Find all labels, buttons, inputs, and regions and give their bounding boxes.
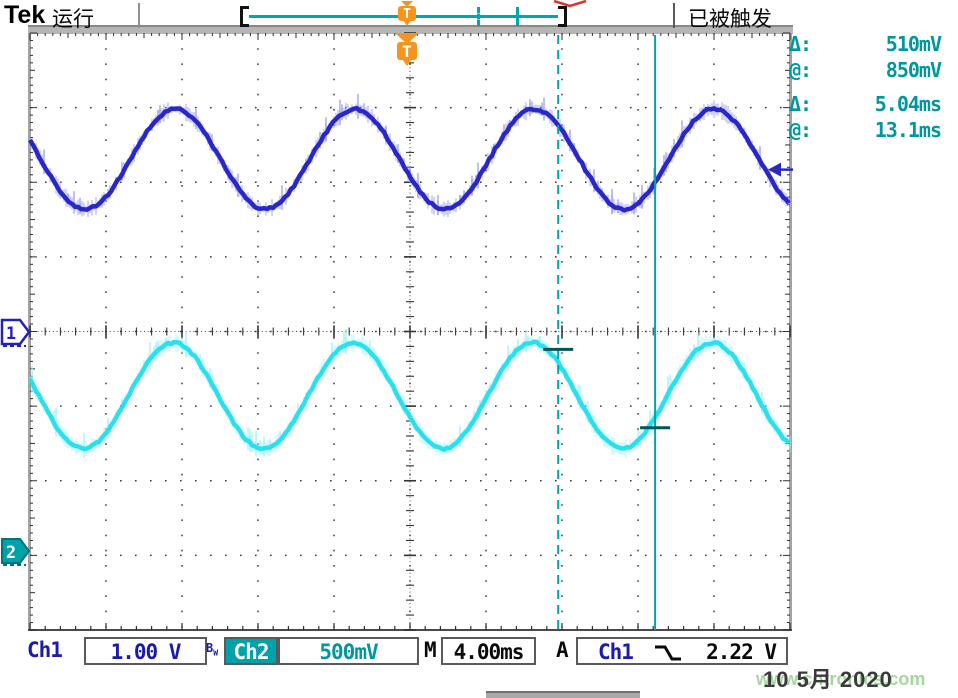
trigger-level-arrow-icon[interactable] xyxy=(768,162,781,177)
delta-icon: Δ: xyxy=(789,92,812,116)
graticule-top-bar xyxy=(28,26,793,34)
svg-text:1: 1 xyxy=(6,324,16,344)
trigger-status: 已被触发 xyxy=(688,8,772,31)
trigger-position-flag-record-icon[interactable]: T xyxy=(395,0,419,28)
trigger-source: Ch1 xyxy=(598,640,634,664)
at-icon: @: xyxy=(789,118,812,142)
falling-edge-icon xyxy=(655,645,681,661)
header-divider-2 xyxy=(673,3,675,28)
record-view-left-bracket xyxy=(240,6,249,27)
cursor-top-marker-icon xyxy=(553,0,587,8)
acquisition-status: 运行 xyxy=(52,8,94,31)
ch2-scale-readout: 500mV xyxy=(278,637,419,665)
readout-at-voltage: @: 850mV xyxy=(789,58,942,82)
watermark: www.cntronics.com xyxy=(756,669,926,689)
trigger-readout: Ch1 2.22 V xyxy=(576,637,788,665)
bottom-menu-edge xyxy=(486,691,640,698)
readout-delta-time: Δ: 5.04ms xyxy=(789,92,942,116)
ch1-scale-readout: 1.00 V xyxy=(84,637,207,665)
trigger-type-label: A xyxy=(556,638,569,662)
trigger-position-flag-icon[interactable]: T xyxy=(393,33,421,69)
date-display: 10 5月 2020 xyxy=(763,667,893,692)
readout-at-time: @: 13.1ms xyxy=(789,118,942,142)
ch1-trace xyxy=(28,105,791,213)
record-view-right-bracket xyxy=(558,6,567,27)
readout-delta-voltage: Δ: 510mV xyxy=(789,32,942,56)
timebase-readout: 4.00ms xyxy=(441,637,536,665)
ch1-ground-marker[interactable]: 1 xyxy=(0,318,30,348)
ch2-ground-marker[interactable]: 2 xyxy=(0,537,30,567)
svg-text:2: 2 xyxy=(6,543,16,563)
record-view-cursor2-mark xyxy=(516,7,519,26)
tek-logo: Tek xyxy=(4,1,46,29)
trigger-level-readout: 2.22 V xyxy=(706,640,777,664)
at-icon: @: xyxy=(789,58,812,82)
record-view-cursor1-mark xyxy=(477,7,480,26)
main-timebase-label: M xyxy=(424,638,437,662)
header-divider xyxy=(138,3,140,28)
svg-text:T: T xyxy=(402,42,412,61)
delta-icon: Δ: xyxy=(789,32,812,56)
ch2-label: Ch2 xyxy=(224,637,278,665)
ch1-bandwidth-limit-icon: BW xyxy=(206,641,219,658)
ch1-label: Ch1 xyxy=(27,638,63,662)
svg-text:T: T xyxy=(403,7,411,22)
ch2-trace xyxy=(27,339,791,453)
